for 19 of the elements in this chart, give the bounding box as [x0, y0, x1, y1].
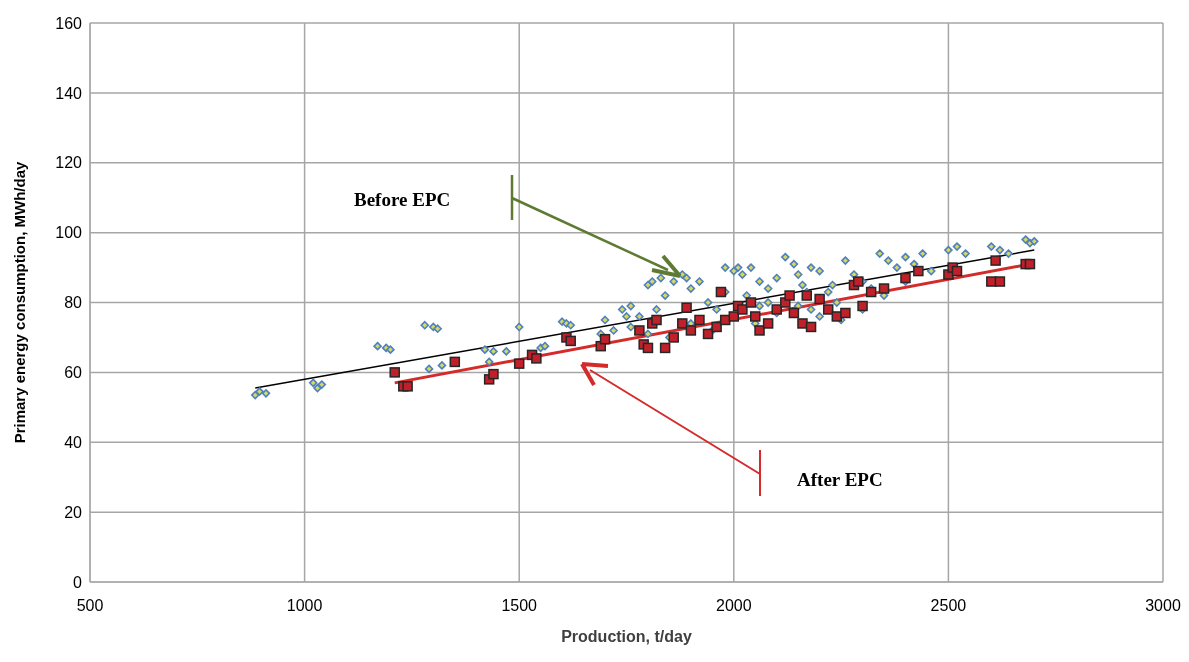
y-tick-label: 60 — [64, 364, 83, 382]
y-tick-label: 100 — [55, 224, 83, 242]
x-tick-label: 1000 — [286, 597, 323, 615]
x-axis-title: Production, t/day — [561, 628, 692, 645]
x-tick-label: 3000 — [1145, 597, 1181, 615]
x-tick-label: 2000 — [716, 597, 752, 615]
y-tick-label: 40 — [64, 433, 83, 451]
annotation: After EPC — [797, 469, 883, 490]
y-tick-label: 20 — [64, 503, 83, 521]
y-tick-label: 0 — [73, 573, 83, 591]
x-tick-label: 2500 — [930, 597, 967, 615]
y-tick-label: 120 — [55, 154, 83, 172]
y-tick-label: 80 — [64, 294, 83, 312]
y-tick-label: 140 — [55, 84, 83, 102]
y-axis-title: Primary energy consumption, MWh/day — [11, 160, 29, 444]
x-tick-label: 1500 — [501, 597, 538, 615]
x-tick-label: 500 — [76, 597, 104, 615]
annotation: Before EPC — [354, 189, 451, 210]
y-tick-label: 160 — [55, 14, 83, 32]
